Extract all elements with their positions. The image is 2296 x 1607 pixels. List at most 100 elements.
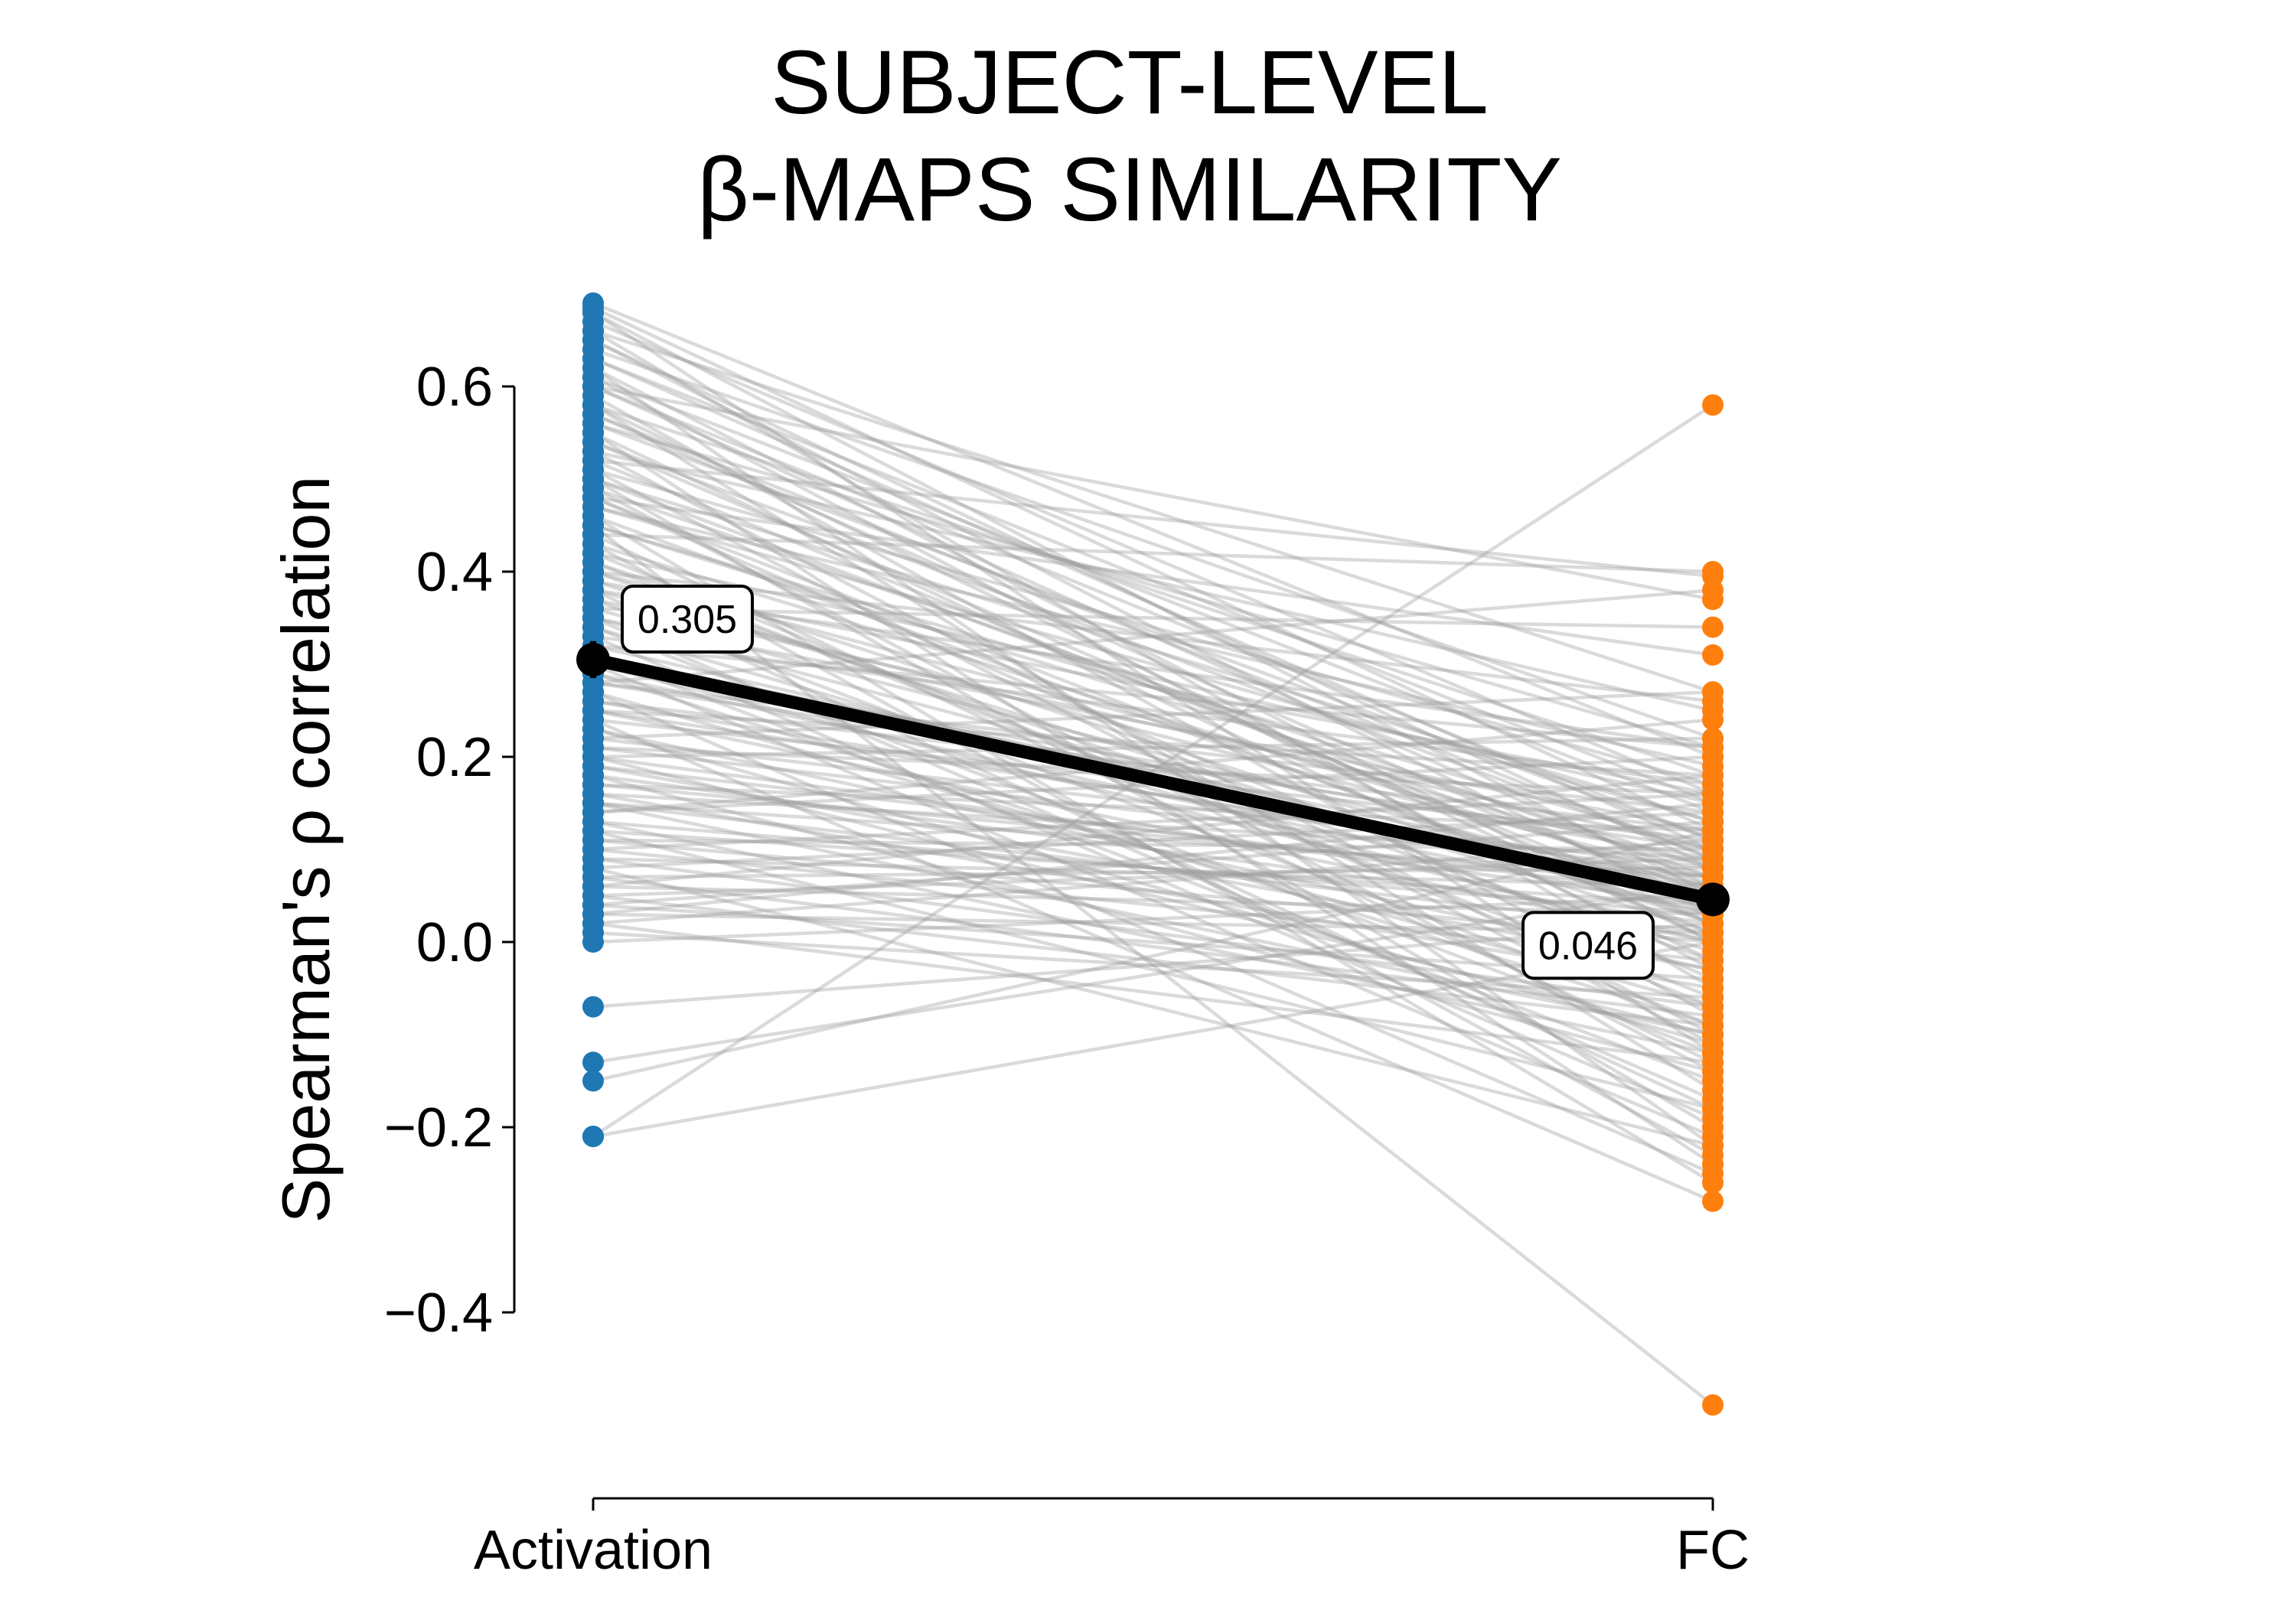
pair-line — [592, 551, 1714, 805]
pair-line — [592, 829, 1714, 1083]
activation-point — [582, 931, 604, 953]
pair-line — [592, 810, 1714, 870]
activation-point — [582, 810, 604, 833]
pair-lines — [592, 302, 1714, 1407]
pair-line — [592, 412, 1714, 907]
mean-annotation-text-fc: 0.046 — [1538, 924, 1638, 968]
pair-line — [592, 783, 1714, 833]
pair-line — [592, 727, 1714, 1046]
pair-line — [592, 403, 1714, 944]
pair-line — [592, 690, 1714, 741]
fc-point — [1702, 783, 1724, 805]
fc-point — [1702, 1024, 1724, 1045]
pair-line — [592, 412, 1714, 861]
pair-line — [592, 709, 1714, 777]
pair-line — [592, 523, 1714, 870]
fc-point — [1702, 736, 1724, 758]
pair-line — [592, 838, 1714, 852]
mean-line — [586, 653, 1720, 906]
pair-line — [592, 856, 1714, 1009]
pair-line — [592, 690, 1714, 1175]
activation-points — [582, 292, 604, 1148]
pair-line — [592, 306, 1714, 833]
pair-line — [592, 458, 1714, 916]
pair-line — [592, 579, 1714, 935]
pair-line — [592, 347, 1714, 740]
pair-line — [592, 357, 1714, 852]
fc-point — [1702, 1162, 1724, 1185]
fc-point — [1702, 996, 1724, 1018]
fc-point — [1702, 681, 1724, 703]
pair-line — [592, 495, 1714, 657]
y-tick-label: 0.4 — [416, 542, 493, 603]
activation-point — [582, 302, 604, 324]
pair-line — [592, 431, 1714, 1166]
pair-line — [592, 375, 1714, 814]
pair-line — [592, 449, 1714, 712]
pair-line — [592, 338, 1714, 916]
pair-line — [592, 792, 1714, 852]
y-tick-label: −0.4 — [384, 1283, 493, 1344]
pair-line — [592, 783, 1714, 888]
pair-line — [592, 384, 1714, 888]
activation-point — [582, 699, 604, 722]
x-axis: Activation FC — [474, 1497, 1750, 1581]
pair-line — [592, 894, 1714, 1028]
pair-line — [592, 634, 1714, 787]
pair-line — [592, 709, 1714, 879]
activation-point — [582, 468, 604, 490]
pair-line — [592, 311, 1714, 898]
pair-line — [592, 440, 1714, 861]
pair-line — [592, 820, 1714, 916]
pair-line — [592, 644, 1714, 750]
pair-line — [592, 634, 1714, 1120]
pair-line — [592, 569, 1714, 703]
x-tick-label: Activation — [474, 1520, 713, 1581]
fc-point — [1702, 579, 1724, 601]
pair-line — [592, 477, 1714, 898]
mean-point-fc — [1696, 882, 1730, 917]
pair-line — [592, 653, 1714, 1083]
activation-point — [582, 912, 604, 934]
chart-title-line-1: SUBJECT-LEVEL — [771, 32, 1489, 133]
fc-point — [1702, 1061, 1724, 1083]
pair-line — [592, 875, 1714, 1019]
fc-point — [1702, 644, 1724, 666]
pair-line — [592, 792, 1714, 861]
fc-point — [1702, 764, 1724, 787]
pair-line — [592, 625, 1714, 953]
activation-point — [582, 579, 604, 601]
activation-point — [582, 542, 604, 564]
pair-line — [592, 931, 1714, 999]
fc-point — [1702, 1135, 1724, 1157]
pair-line — [592, 422, 1714, 843]
activation-point — [582, 792, 604, 814]
fc-point — [1702, 810, 1724, 833]
pair-line — [592, 829, 1714, 1110]
pair-line — [592, 394, 1714, 1018]
pair-line — [592, 588, 1714, 685]
pair-line — [592, 662, 1714, 944]
pair-line — [592, 569, 1714, 870]
fc-point — [1702, 1116, 1724, 1138]
pair-line — [592, 829, 1714, 907]
pair-line — [592, 422, 1714, 750]
pair-line — [592, 514, 1714, 1185]
mean-annotation-box-fc — [1521, 911, 1655, 980]
pair-line — [592, 320, 1714, 796]
pair-line — [592, 458, 1714, 579]
mean-annotation-activation: 0.305 — [621, 584, 754, 654]
pair-line — [592, 431, 1714, 963]
pair-line — [592, 616, 1714, 833]
fc-point — [1702, 394, 1724, 416]
pair-line — [592, 718, 1714, 1203]
y-tick-label: −0.2 — [384, 1097, 493, 1159]
fc-point — [1702, 921, 1724, 944]
activation-point — [582, 347, 604, 370]
mean-annotation-text-activation: 0.305 — [638, 598, 737, 642]
y-tick-label: 0.6 — [416, 357, 493, 418]
pair-line — [592, 366, 1714, 1148]
pair-line — [592, 579, 1714, 796]
pair-line — [592, 607, 1714, 898]
pair-line — [592, 496, 1714, 981]
